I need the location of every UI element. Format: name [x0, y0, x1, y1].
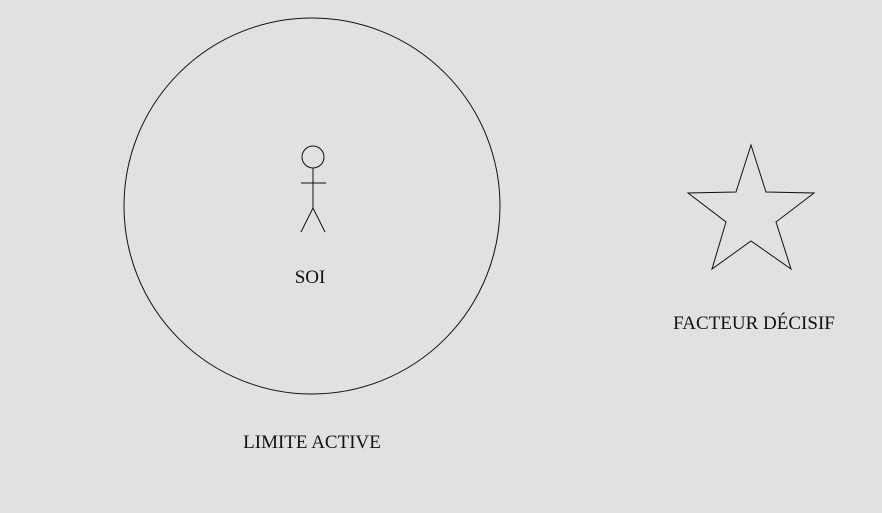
decisive-factor-label: FACTEUR DÉCISIF — [673, 313, 835, 334]
self-label: SOI — [294, 267, 326, 288]
boundary-label: LIMITE ACTIVE — [243, 432, 381, 453]
boundary-circle — [123, 17, 501, 395]
star-icon — [686, 143, 816, 271]
stick-figure-icon — [300, 145, 326, 233]
